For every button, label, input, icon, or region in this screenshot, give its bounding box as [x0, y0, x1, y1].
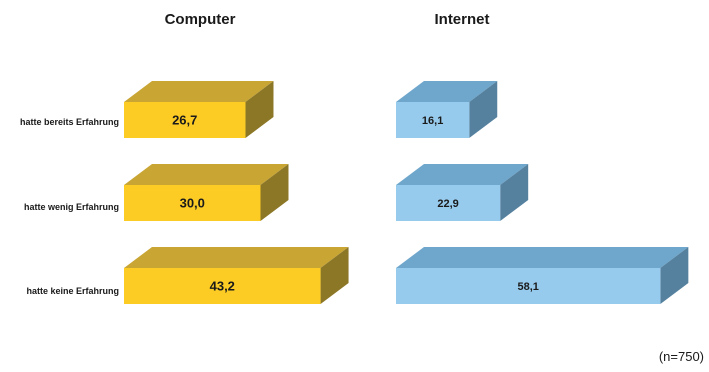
panel-title-computer: Computer — [165, 11, 236, 28]
bar-computer-bereits-side — [245, 81, 274, 138]
bar-internet-wenig-front — [396, 185, 501, 221]
bar-internet-wenig-top — [396, 164, 529, 185]
bar-internet-bereits-side — [469, 81, 498, 138]
bar-computer-wenig-value-label: 30,0 — [180, 196, 205, 211]
bar-computer-keine-value-label: 43,2 — [210, 279, 235, 294]
panel-title-internet: Internet — [434, 11, 489, 28]
bars-group: 26,7 30,0 43,2 16,1 22,9 58,1 — [124, 81, 689, 304]
bar-computer-keine-top — [124, 247, 349, 268]
bar-internet-keine-side — [660, 247, 689, 304]
bar-computer-keine-front — [124, 268, 321, 304]
bar-computer-bereits: 26,7 — [124, 81, 274, 138]
category-label-bereits: hatte bereits Erfahrung — [20, 117, 119, 127]
bar-internet-bereits-front — [396, 102, 470, 138]
bar-computer-wenig-top — [124, 164, 289, 185]
bar-computer-wenig: 30,0 — [124, 164, 289, 221]
bar-internet-keine-top — [396, 247, 689, 268]
bar-internet-keine-front — [396, 268, 661, 304]
bar-internet-keine: 58,1 — [396, 247, 689, 304]
bar-computer-keine: 43,2 — [124, 247, 349, 304]
bar-computer-bereits-value-label: 26,7 — [172, 113, 197, 128]
bar-internet-keine-value-label: 58,1 — [517, 281, 538, 293]
bar-computer-bereits-top — [124, 81, 274, 102]
bar-computer-keine-side — [320, 247, 349, 304]
bar-computer-wenig-front — [124, 185, 261, 221]
bar-internet-bereits-value-label: 16,1 — [422, 115, 443, 127]
bar-internet-bereits: 16,1 — [396, 81, 498, 138]
bar-internet-wenig-value-label: 22,9 — [437, 198, 458, 210]
bar-internet-wenig: 22,9 — [396, 164, 529, 221]
category-label-keine: hatte keine Erfahrung — [26, 286, 119, 296]
bar-internet-wenig-side — [500, 164, 529, 221]
bar-computer-wenig-side — [260, 164, 289, 221]
bar-internet-bereits-top — [396, 81, 498, 102]
bar-computer-bereits-front — [124, 102, 246, 138]
category-label-wenig: hatte wenig Erfahrung — [24, 202, 119, 212]
sample-size-note: (n=750) — [659, 349, 704, 364]
